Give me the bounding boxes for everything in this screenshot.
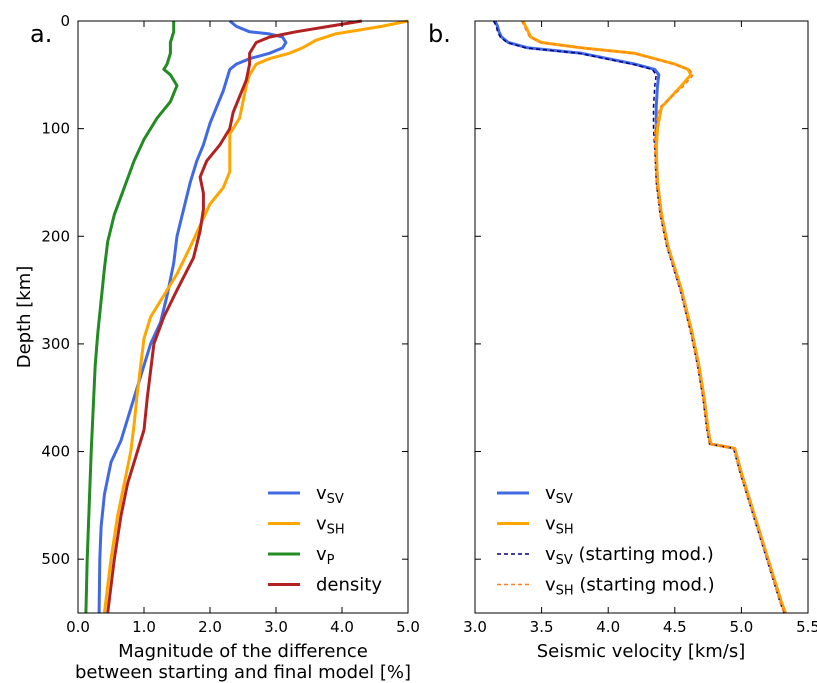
legend-item: vSV (268, 483, 344, 507)
panel-a-legend: vSV vSH vP density (268, 483, 382, 596)
panel-a-xlabel-line1: Magnitude of the difference (118, 641, 368, 662)
legend-label: density (316, 575, 382, 596)
x-tick-label: 3.5 (530, 618, 554, 636)
panel-b-letter: b. (428, 20, 451, 48)
legend-item: vSH (268, 514, 345, 538)
x-tick-label: 1.0 (132, 618, 156, 636)
panel-a-xlabel-line2: between starting and final model [%] (75, 662, 411, 683)
x-tick-label: 4.0 (330, 618, 354, 636)
x-tick-label: 4.5 (663, 618, 687, 636)
x-tick-label: 3.0 (463, 618, 487, 636)
legend-item: vSH (497, 514, 574, 538)
panel-b-plot-area (492, 20, 787, 614)
panel-a-y-ticks: 0 100 200 300 400 500 (41, 12, 408, 568)
x-tick-label: 5.0 (396, 618, 420, 636)
legend-label: vSV (starting mod.) (545, 544, 714, 568)
panel-a: a. 0.0 1.0 2.0 3.0 4.0 5.0 0 100 200 300 400 500 D… (14, 12, 420, 683)
x-tick-label: 2.0 (198, 618, 222, 636)
panel-b-legend: vSV vSH vSV (starting mod.) vSH (starting m… (497, 483, 715, 599)
legend-label: vP (316, 544, 335, 568)
x-tick-label: 5.0 (729, 618, 753, 636)
legend-label: vSH (545, 514, 574, 538)
panel-a-x-ticks: 0.0 1.0 2.0 3.0 4.0 5.0 (66, 21, 420, 636)
panel-b-y-ticks (475, 20, 808, 560)
panel-b-series-sh-starting-line (520, 20, 785, 614)
legend-item: vP (268, 544, 335, 568)
legend-label: vSH (starting mod.) (545, 575, 715, 599)
legend-item: vSH (starting mod.) (497, 575, 715, 599)
panel-a-series-density-line (106, 19, 363, 614)
panel-b-series-sv-line (493, 20, 787, 614)
y-tick-label: 400 (41, 443, 70, 461)
legend-label: vSV (545, 483, 573, 507)
x-tick-label: 3.0 (264, 618, 288, 636)
x-tick-label: 4.0 (596, 618, 620, 636)
y-tick-label: 300 (41, 335, 70, 353)
legend-item: vSV (497, 483, 573, 507)
panel-a-frame (77, 20, 409, 614)
panel-a-series-sv-line (97, 19, 288, 614)
y-tick-label: 200 (41, 227, 70, 245)
legend-item: density (268, 575, 382, 596)
y-tick-label: 100 (41, 120, 70, 138)
panel-b-x-ticks: 3.0 3.5 4.0 4.5 5.0 5.5 (463, 21, 817, 636)
panel-a-letter: a. (30, 20, 52, 48)
legend-label: vSV (316, 483, 344, 507)
legend-item: vSV (starting mod.) (497, 544, 714, 568)
panel-b-xlabel: Seismic velocity [km/s] (537, 641, 746, 662)
panel-b-series-sv-starting-line (492, 20, 785, 614)
legend-label: vSH (316, 514, 345, 538)
panel-a-ylabel: Depth [km] (14, 266, 35, 369)
panel-a-series-sh-line (102, 19, 409, 614)
panel-b-frame (474, 20, 809, 614)
x-tick-label: 0.0 (66, 618, 90, 636)
y-tick-label: 500 (41, 550, 70, 568)
panel-a-series-p-line (84, 21, 179, 614)
y-tick-label: 0 (60, 12, 70, 30)
panel-a-plot-area (84, 19, 409, 614)
panel-b: b. 3.0 3.5 4.0 4.5 5.0 5.5 Seismic velocity [… (428, 20, 817, 662)
x-tick-label: 5.5 (796, 618, 817, 636)
